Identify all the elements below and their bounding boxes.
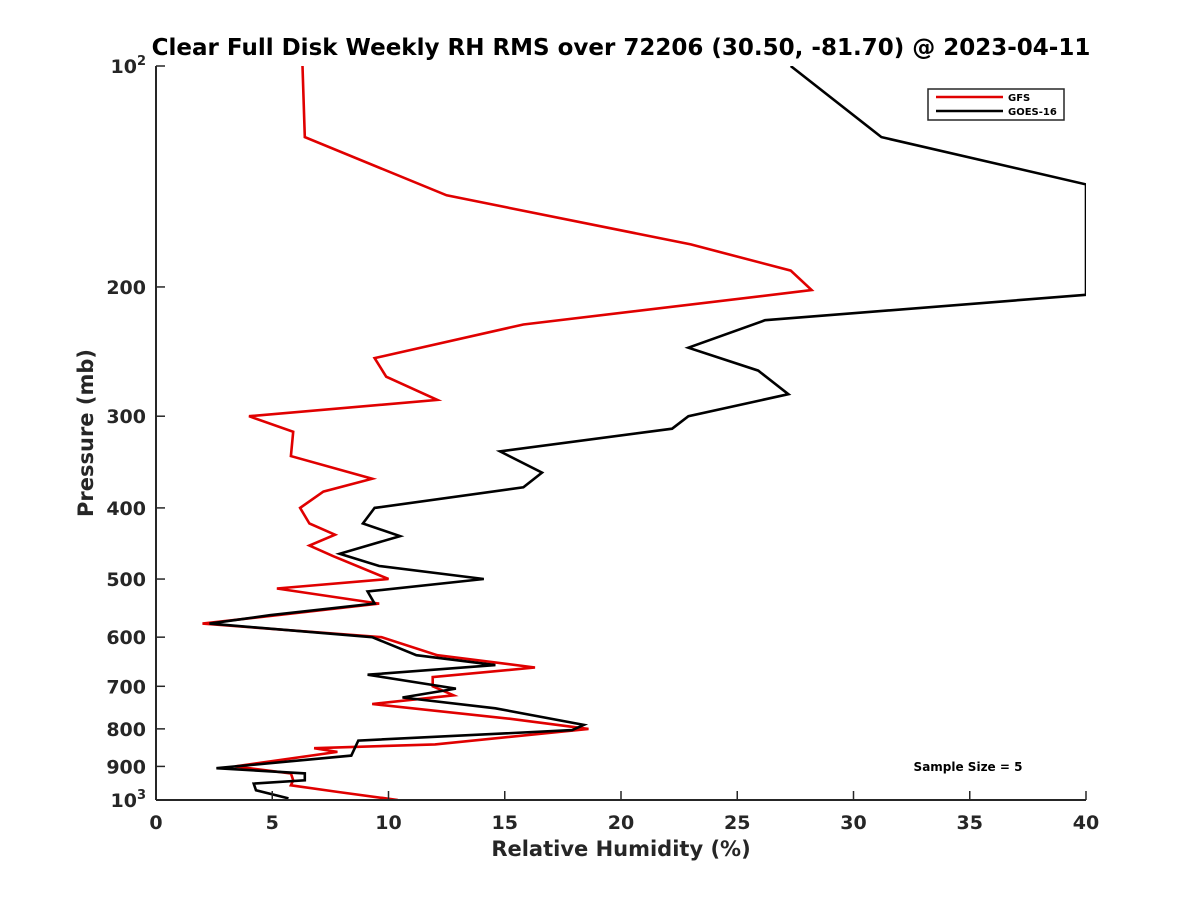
y-tick-label: 900: [106, 756, 146, 778]
x-tick-label: 15: [492, 812, 518, 834]
y-tick-label: 500: [106, 569, 146, 591]
y-tick-label: 200: [106, 277, 146, 299]
x-tick-label: 40: [1073, 812, 1099, 834]
y-tick-label: 700: [106, 676, 146, 698]
chart-title: Clear Full Disk Weekly RH RMS over 72206…: [152, 35, 1091, 61]
x-tick-label: 0: [149, 812, 162, 834]
y-tick-label: 600: [106, 627, 146, 649]
y-tick-exponent: 3: [137, 788, 146, 803]
x-tick-label: 5: [266, 812, 279, 834]
x-tick-label: 20: [608, 812, 634, 834]
legend-label-gfs: GFS: [1008, 93, 1030, 104]
x-axis-label: Relative Humidity (%): [491, 837, 750, 861]
y-tick-label: 400: [106, 498, 146, 520]
series-line-gfs: [202, 66, 815, 800]
x-ticks: 0 5 10 15 20 25 30 35 40: [149, 791, 1099, 834]
sample-size-annotation: Sample Size = 5: [914, 760, 1023, 774]
series-line-goes-16: [209, 66, 1086, 800]
y-tick-label: 300: [106, 406, 146, 428]
y-axis-label: Pressure (mb): [74, 349, 98, 517]
x-tick-label: 35: [957, 812, 983, 834]
legend-box: [927, 88, 1065, 121]
y-tick-exponent: 2: [137, 54, 146, 69]
y-tick-label: 102: [111, 54, 147, 78]
y-tick-label: 103: [111, 788, 147, 812]
series-layer: [202, 66, 1086, 800]
x-tick-label: 10: [375, 812, 401, 834]
legend-label-goes-16: GOES-16: [1008, 107, 1057, 118]
plot-area: [156, 66, 1086, 800]
x-tick-label: 30: [840, 812, 866, 834]
y-ticks: 102 200 300 400 500 600 700 800 900 103: [106, 54, 165, 812]
y-tick-label: 800: [106, 719, 146, 741]
legend: GFS GOES-16: [927, 88, 1065, 121]
x-tick-label: 25: [724, 812, 750, 834]
